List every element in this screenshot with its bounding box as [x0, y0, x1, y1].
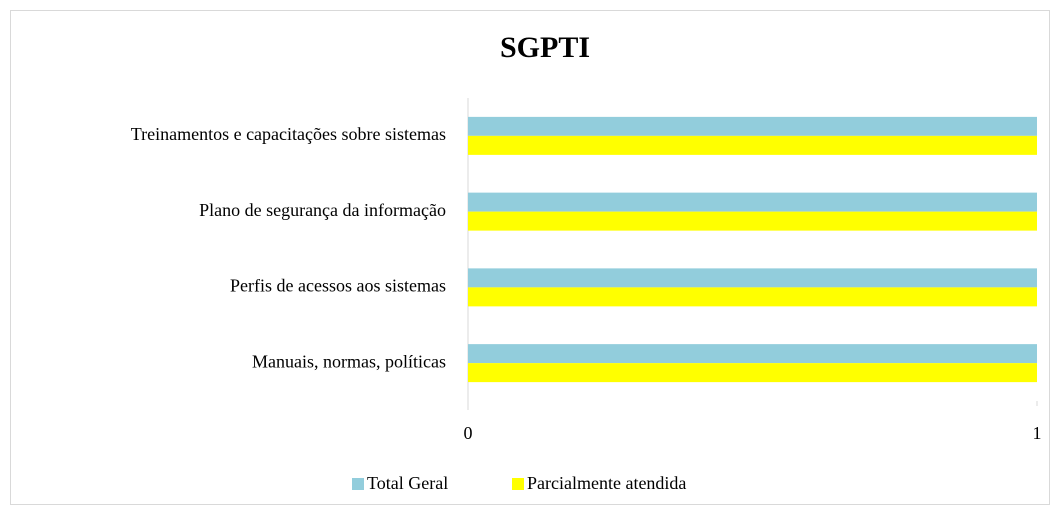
legend-swatch — [512, 478, 524, 490]
x-tick-label: 1 — [1033, 423, 1042, 443]
bar — [468, 268, 1037, 288]
legend-label: Total Geral — [367, 473, 448, 493]
y-tick-label: Treinamentos e capacitações sobre sistem… — [131, 124, 446, 144]
chart-title: SGPTI — [500, 31, 590, 64]
legend-label: Parcialmente atendida — [527, 473, 686, 493]
y-tick-label: Plano de segurança da informação — [199, 200, 446, 220]
bar — [468, 135, 1037, 155]
chart-border — [10, 10, 1050, 505]
bar — [468, 344, 1037, 364]
legend-swatch — [352, 478, 364, 490]
bar — [468, 287, 1037, 307]
bar — [468, 211, 1037, 231]
bar — [468, 363, 1037, 383]
bar — [468, 192, 1037, 212]
bar — [468, 116, 1037, 136]
y-tick-label: Perfis de acessos aos sistemas — [230, 276, 446, 296]
x-tick-label: 0 — [464, 423, 473, 443]
y-tick-label: Manuais, normas, políticas — [252, 351, 446, 371]
